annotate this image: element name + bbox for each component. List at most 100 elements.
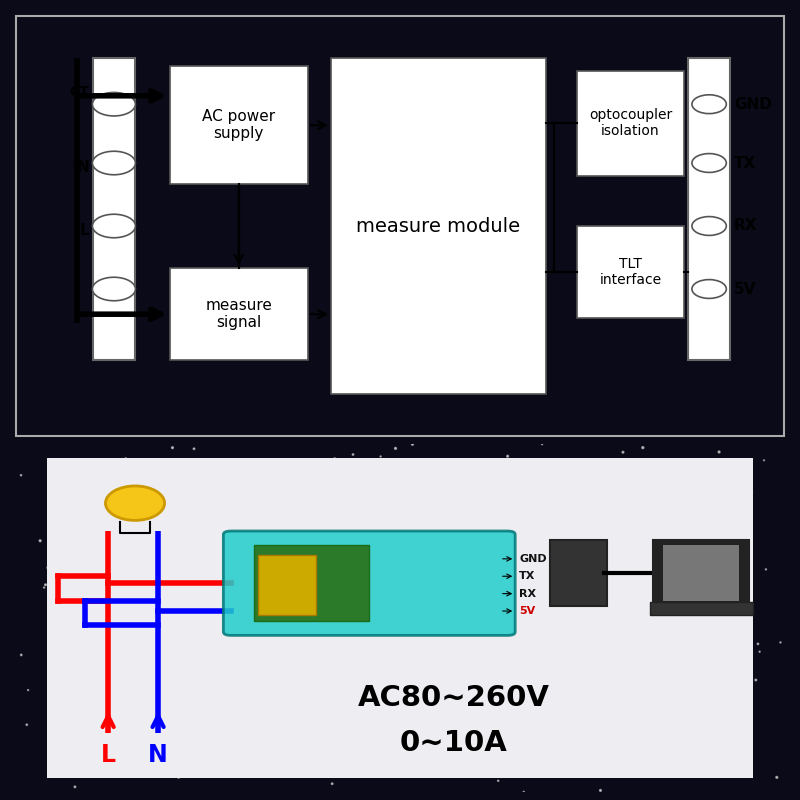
Point bbox=[120, 757, 133, 770]
FancyBboxPatch shape bbox=[223, 531, 515, 635]
Point bbox=[299, 549, 312, 562]
Text: N: N bbox=[148, 743, 168, 767]
Text: AC power
supply: AC power supply bbox=[202, 109, 275, 142]
Point bbox=[582, 654, 594, 667]
Point bbox=[128, 650, 141, 662]
Point bbox=[518, 786, 530, 798]
Point bbox=[634, 482, 647, 495]
Point bbox=[642, 496, 654, 509]
Point bbox=[655, 570, 668, 582]
Point bbox=[346, 448, 359, 461]
FancyBboxPatch shape bbox=[93, 58, 135, 360]
Point bbox=[201, 624, 214, 637]
Point bbox=[426, 491, 438, 504]
Point bbox=[112, 689, 125, 702]
Point bbox=[652, 531, 665, 544]
Text: GND: GND bbox=[519, 554, 546, 564]
Point bbox=[143, 686, 156, 699]
Point bbox=[716, 667, 729, 680]
Point bbox=[481, 683, 494, 696]
Point bbox=[522, 601, 535, 614]
Point bbox=[76, 747, 89, 760]
Point bbox=[562, 454, 574, 467]
Point bbox=[367, 710, 380, 722]
Point bbox=[526, 671, 538, 684]
FancyBboxPatch shape bbox=[46, 458, 754, 778]
Point bbox=[34, 534, 46, 547]
Point bbox=[187, 442, 200, 455]
Point bbox=[135, 696, 148, 709]
Point bbox=[412, 637, 425, 650]
Point bbox=[702, 542, 715, 555]
Point bbox=[363, 719, 376, 732]
Point bbox=[431, 669, 444, 682]
Point bbox=[639, 704, 652, 717]
Point bbox=[314, 670, 326, 682]
Point bbox=[343, 738, 356, 750]
Point bbox=[180, 646, 193, 658]
Point bbox=[731, 590, 744, 602]
Point bbox=[74, 534, 86, 547]
Point bbox=[558, 730, 571, 743]
Point bbox=[119, 452, 132, 465]
Point bbox=[471, 685, 484, 698]
Point bbox=[563, 602, 576, 614]
Point bbox=[505, 475, 518, 488]
Text: measure module: measure module bbox=[356, 217, 521, 235]
Point bbox=[770, 771, 783, 784]
Point bbox=[645, 504, 658, 517]
Point bbox=[166, 442, 179, 454]
Point bbox=[197, 589, 210, 602]
Point bbox=[644, 766, 657, 779]
Point bbox=[758, 454, 770, 466]
Point bbox=[376, 623, 389, 636]
Point bbox=[406, 519, 419, 532]
Point bbox=[583, 625, 596, 638]
FancyBboxPatch shape bbox=[254, 545, 370, 622]
Point bbox=[701, 732, 714, 745]
Point bbox=[42, 562, 54, 574]
Point bbox=[533, 642, 546, 654]
Point bbox=[155, 659, 168, 672]
Text: GND: GND bbox=[734, 97, 772, 112]
Point bbox=[254, 595, 267, 608]
Point bbox=[170, 532, 182, 545]
Point bbox=[342, 512, 354, 525]
Point bbox=[15, 649, 28, 662]
Point bbox=[507, 518, 520, 530]
Point bbox=[82, 641, 94, 654]
Point bbox=[723, 732, 736, 745]
Point bbox=[492, 774, 505, 787]
Point bbox=[636, 442, 649, 454]
Point bbox=[39, 578, 52, 591]
Point bbox=[715, 642, 728, 655]
Point bbox=[368, 606, 381, 618]
Point bbox=[527, 535, 540, 548]
Point bbox=[558, 638, 570, 650]
Circle shape bbox=[93, 214, 135, 238]
Point bbox=[213, 750, 226, 762]
Point bbox=[234, 706, 247, 718]
Point bbox=[550, 529, 562, 542]
Point bbox=[478, 638, 491, 650]
Point bbox=[551, 762, 564, 775]
Point bbox=[250, 454, 262, 466]
Point bbox=[82, 652, 95, 665]
Point bbox=[638, 686, 650, 698]
FancyBboxPatch shape bbox=[654, 540, 750, 606]
Point bbox=[413, 601, 426, 614]
Point bbox=[46, 464, 58, 477]
Point bbox=[167, 768, 180, 781]
FancyBboxPatch shape bbox=[550, 540, 607, 606]
Point bbox=[325, 662, 338, 674]
Point bbox=[546, 550, 559, 563]
Point bbox=[617, 446, 630, 458]
Text: 5V: 5V bbox=[734, 282, 757, 297]
Point bbox=[700, 614, 713, 626]
Point bbox=[574, 454, 586, 466]
Text: RX: RX bbox=[519, 589, 536, 598]
Point bbox=[444, 462, 457, 475]
Point bbox=[482, 536, 494, 549]
Point bbox=[328, 452, 341, 465]
Point bbox=[131, 551, 144, 564]
